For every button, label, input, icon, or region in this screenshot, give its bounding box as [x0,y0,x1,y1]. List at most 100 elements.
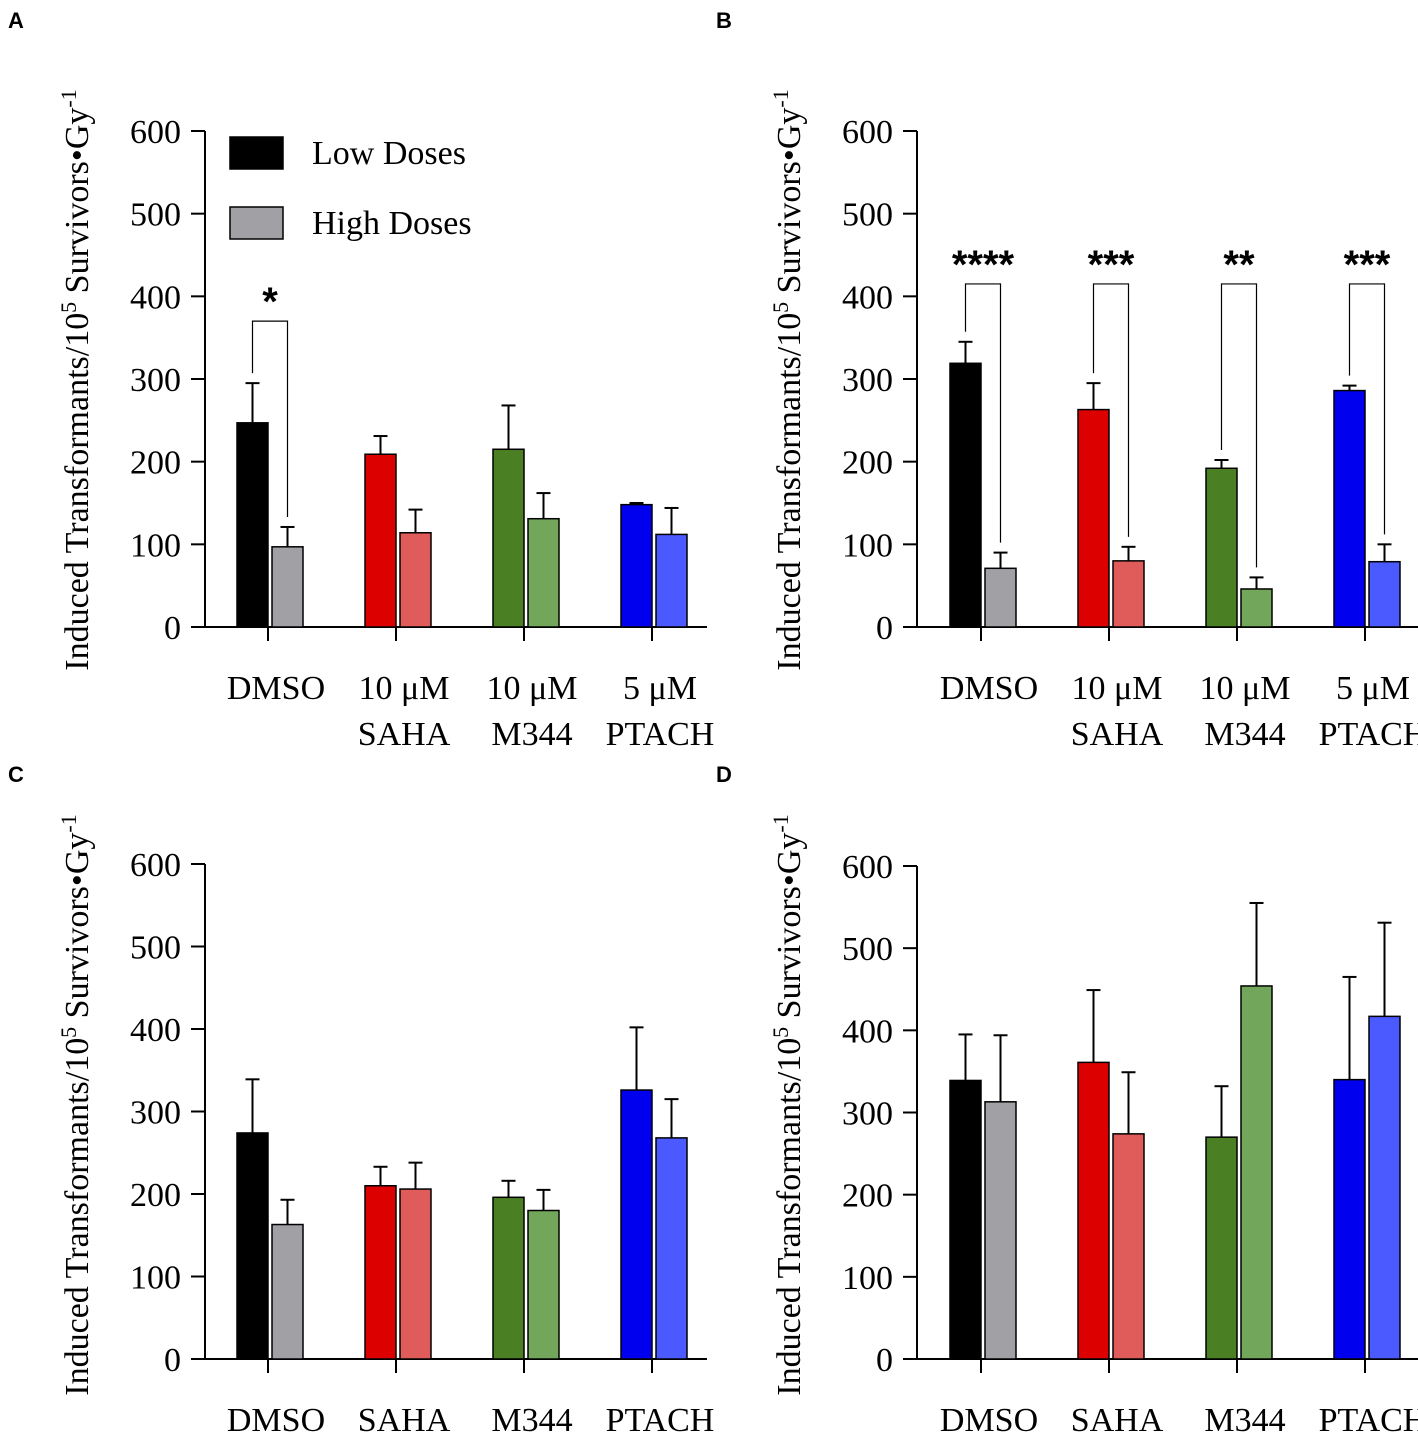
y-tick-label: 300 [130,1095,181,1132]
significance-stars: *** [1344,243,1391,287]
x-category-label: SAHA [358,1402,451,1439]
significance-bracket [1092,283,1130,537]
y-tick-label: 300 [842,362,893,399]
y-tick-label: 400 [130,279,181,316]
chart-panel-a: A Induced Transformants/105 Survivors•Gy-… [8,8,714,753]
x-category-label: PTACH [606,1402,715,1439]
y-tick-label: 600 [842,849,893,886]
x-category-label: DMSO [227,670,325,707]
y-axis-label: Induced Transformants/105 Survivors•Gy-1 [768,814,808,1395]
panel-letter: D [716,762,732,787]
x-category-label: PTACH [606,716,715,753]
x-category-label: 10 μM [359,670,450,707]
bar [1205,467,1238,628]
legend-swatch [229,206,284,240]
bar [655,1137,688,1360]
bar [1333,1078,1366,1360]
y-tick-label: 100 [842,527,893,564]
bar [399,1188,432,1360]
y-tick-label: 0 [164,1342,181,1379]
significance-stars: * [262,280,278,324]
y-tick-label: 400 [130,1012,181,1049]
significance-bracket [964,283,1002,543]
bar [399,532,432,628]
significance-stars: ** [1223,243,1255,287]
y-tick-label: 500 [130,930,181,967]
bar [1368,560,1401,628]
legend-label: High Doses [312,205,472,242]
y-axis-label: Induced Transformants/105 Survivors•Gy-1 [768,89,808,670]
chart-panel-c: C Induced Transformants/105 Survivors•Gy-… [8,762,714,1439]
chart-panel-d: D Induced Transformants/105 Survivors•Gy-… [716,762,1418,1439]
y-tick-label: 200 [842,445,893,482]
x-category-label: DMSO [940,670,1038,707]
y-tick-label: 600 [842,114,893,151]
bar [1077,408,1110,628]
y-tick-label: 200 [842,1178,893,1215]
y-tick-label: 600 [130,847,181,884]
bar [236,1132,269,1360]
x-category-label: 5 μM [623,670,697,707]
bar [364,453,397,628]
bar [949,362,982,628]
x-category-label: M344 [491,716,572,753]
significance-stars: *** [1088,243,1135,287]
bar [655,533,688,628]
bar [527,517,560,628]
y-tick-label: 300 [130,362,181,399]
bar [1205,1136,1238,1360]
x-category-label: PTACH [1319,1402,1418,1439]
y-tick-label: 100 [842,1260,893,1297]
y-tick-label: 500 [842,931,893,968]
bar [492,448,525,628]
y-axis-label: Induced Transformants/105 Survivors•Gy-1 [56,89,96,670]
significance-bracket [1220,283,1258,568]
y-tick-label: 100 [130,527,181,564]
y-tick-label: 400 [842,279,893,316]
y-tick-label: 100 [130,1260,181,1297]
bar [1240,985,1273,1360]
y-axis-label: Induced Transformants/105 Survivors•Gy-1 [56,814,96,1395]
bar [620,503,653,628]
bar [620,1089,653,1360]
bar [1112,1133,1145,1360]
panel-letter: C [8,762,24,787]
y-tick-label: 300 [842,1096,893,1133]
bar [236,422,269,628]
x-category-label: PTACH [1319,716,1418,753]
bar [492,1196,525,1360]
chart-panel-b: B Induced Transformants/105 Survivors•Gy-… [716,8,1418,753]
x-category-label: SAHA [358,716,451,753]
y-tick-label: 400 [842,1013,893,1050]
y-tick-label: 0 [876,1342,893,1379]
bar [984,567,1017,628]
panel-letter: A [8,8,24,33]
bar [1240,588,1273,628]
x-category-label: 10 μM [1200,670,1291,707]
x-category-label: DMSO [940,1402,1038,1439]
bar [527,1209,560,1360]
x-category-label: M344 [491,1402,572,1439]
bar [1333,389,1366,628]
bar [1368,1015,1401,1360]
bar [271,546,304,628]
y-tick-label: 500 [130,197,181,234]
y-tick-label: 0 [164,610,181,647]
y-tick-label: 200 [130,1177,181,1214]
bar [271,1223,304,1360]
y-tick-label: 600 [130,114,181,151]
significance-bracket [251,320,289,517]
legend-label: Low Doses [312,135,466,172]
x-category-label: M344 [1204,716,1285,753]
significance-bracket [1348,283,1386,535]
bar [1112,560,1145,628]
x-category-label: 10 μM [1072,670,1163,707]
legend-swatch [229,136,284,170]
bar [949,1079,982,1360]
x-category-label: M344 [1204,1402,1285,1439]
bar [364,1185,397,1360]
panel-letter: B [716,8,732,33]
significance-stars: **** [952,243,1015,287]
x-category-label: DMSO [227,1402,325,1439]
